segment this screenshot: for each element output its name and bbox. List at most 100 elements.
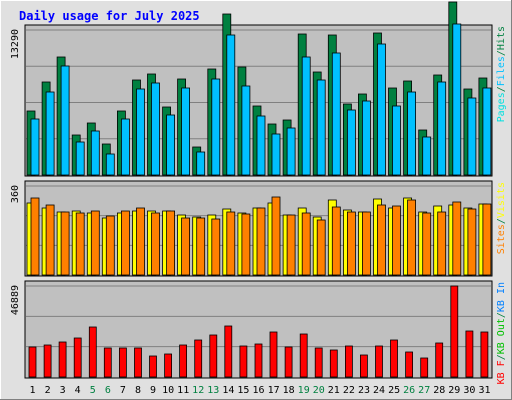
x-tick-label: 11 [177,385,189,396]
bar [405,351,414,378]
bar [166,114,176,176]
bar [437,211,447,276]
x-tick-label: 23 [358,385,370,396]
bar [422,212,432,276]
bar [329,349,338,378]
x-tick-label: 10 [162,385,174,396]
x-tick-label: 1 [29,385,35,396]
bar [136,88,145,176]
bar [346,211,356,276]
bar [43,344,52,378]
bar [271,196,281,276]
bar [194,339,203,378]
x-tick-label: 14 [222,385,234,396]
bar [377,43,386,176]
x-tick-label: 17 [268,385,280,396]
bar [422,136,432,176]
bar [166,210,176,276]
bar [271,133,281,176]
chart-title: Daily usage for July 2025 [19,9,200,23]
bar [377,204,386,276]
y-max-label: 46889 [10,285,21,315]
bar [105,215,115,276]
bar [437,81,447,176]
bar [73,337,82,378]
bar [164,353,173,378]
bar [226,34,236,176]
bar [299,333,308,378]
bar [241,213,251,276]
bar [435,342,444,378]
legend-item: Pages [496,92,507,122]
bar [103,347,112,378]
bar [407,199,417,276]
bar [196,217,206,276]
bar [136,207,145,276]
x-tick-label: 7 [120,385,126,396]
bar [467,97,477,176]
x-tick-label: 26 [403,385,415,396]
bar [75,212,85,276]
x-tick-label: 25 [388,385,400,396]
x-tick-label: 16 [252,385,264,396]
bar [239,345,248,378]
bar [45,91,55,176]
bar [344,345,353,378]
bar [75,141,85,176]
bar [196,151,206,176]
bar [286,127,296,176]
bar [316,219,326,276]
bar [211,78,221,176]
bar [256,115,266,176]
x-tick-label: 30 [463,385,475,396]
bar [359,354,368,378]
legend-item: / [496,50,507,56]
series-kb-f [28,285,489,378]
x-tick-label: 15 [237,385,249,396]
x-tick-label: 13 [207,385,219,396]
legend-item: / [496,218,507,224]
legend-item: / [496,86,507,92]
bar [90,210,100,276]
bar [361,100,371,176]
y-max-label: 13290 [10,29,21,59]
bar [331,52,341,176]
x-tick-label: 21 [328,385,340,396]
bar [286,214,296,276]
bar [331,206,341,276]
bar [121,210,130,276]
chart-panels: 13290Pages/Files/Hits360Sites/Visits4688… [10,1,507,384]
bar [301,212,311,276]
bar [90,130,100,176]
bar [269,331,278,378]
x-tick-label: 24 [373,385,385,396]
x-tick-label: 9 [150,385,156,396]
bar [254,343,263,378]
bar [60,65,70,176]
bar [121,118,130,176]
bar [452,201,462,276]
bar [28,346,37,378]
x-tick-label: 31 [478,385,490,396]
x-tick-label: 2 [45,385,51,396]
legend-item: KB F [496,360,507,384]
bar [482,87,492,176]
x-tick-label: 28 [433,385,445,396]
x-tick-label: 3 [60,385,66,396]
x-tick-label: 4 [75,385,81,396]
x-tick-label: 27 [418,385,430,396]
bar [241,85,251,176]
bar [284,346,293,378]
bar [119,347,127,378]
bar [465,330,474,378]
bar [467,208,477,276]
bar [134,347,142,378]
bar [149,355,157,378]
bar [211,218,221,276]
legend-item: Sites [496,224,507,254]
bar [224,325,233,378]
bar [226,211,236,276]
